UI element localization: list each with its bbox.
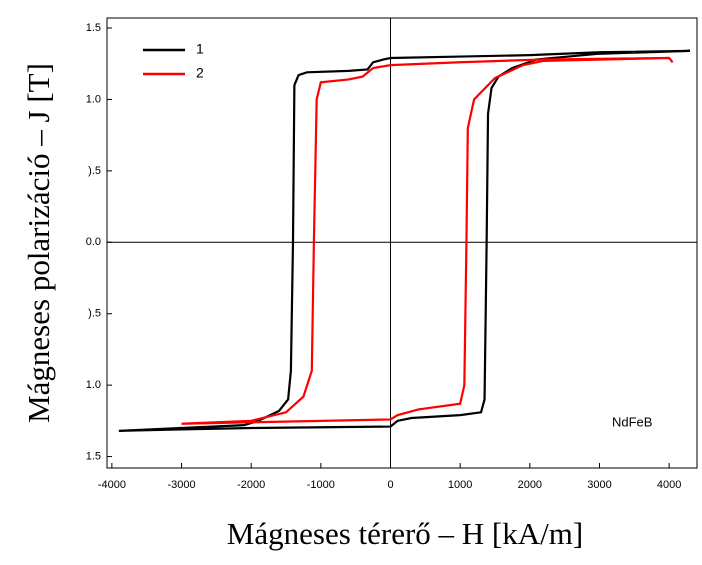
y-tick-label: 1.5 (86, 450, 101, 462)
plot-frame (106, 17, 698, 469)
x-tick-label: -3000 (167, 479, 195, 491)
y-tick-label: 1.0 (86, 93, 101, 105)
legend-label: 1 (196, 41, 204, 57)
y-tick-label: ).5 (88, 308, 101, 320)
x-tick-label: 2000 (518, 479, 542, 491)
y-tick-label: ).5 (88, 165, 101, 177)
x-tick-label: 3000 (587, 479, 611, 491)
series-line (181, 56, 674, 425)
x-tick-label: -4000 (98, 479, 126, 491)
y-tick-label: 1.0 (86, 379, 101, 391)
annotation: NdFeB (612, 414, 652, 429)
x-tick-label: 1000 (448, 479, 472, 491)
series-line (118, 49, 691, 432)
y-tick-label: 1.5 (86, 22, 101, 34)
x-axis-label: Mágneses térerő – H [kA/m] (227, 516, 583, 551)
legend-label: 2 (196, 65, 204, 81)
x-tick-label: 0 (387, 479, 393, 491)
x-tick-label: -2000 (237, 479, 265, 491)
x-tick-label: -1000 (307, 479, 335, 491)
y-tick-label: 0.0 (86, 236, 101, 248)
x-tick-label: 4000 (657, 479, 681, 491)
y-axis-label: Mágneses polarizáció – J [T] (21, 63, 56, 423)
